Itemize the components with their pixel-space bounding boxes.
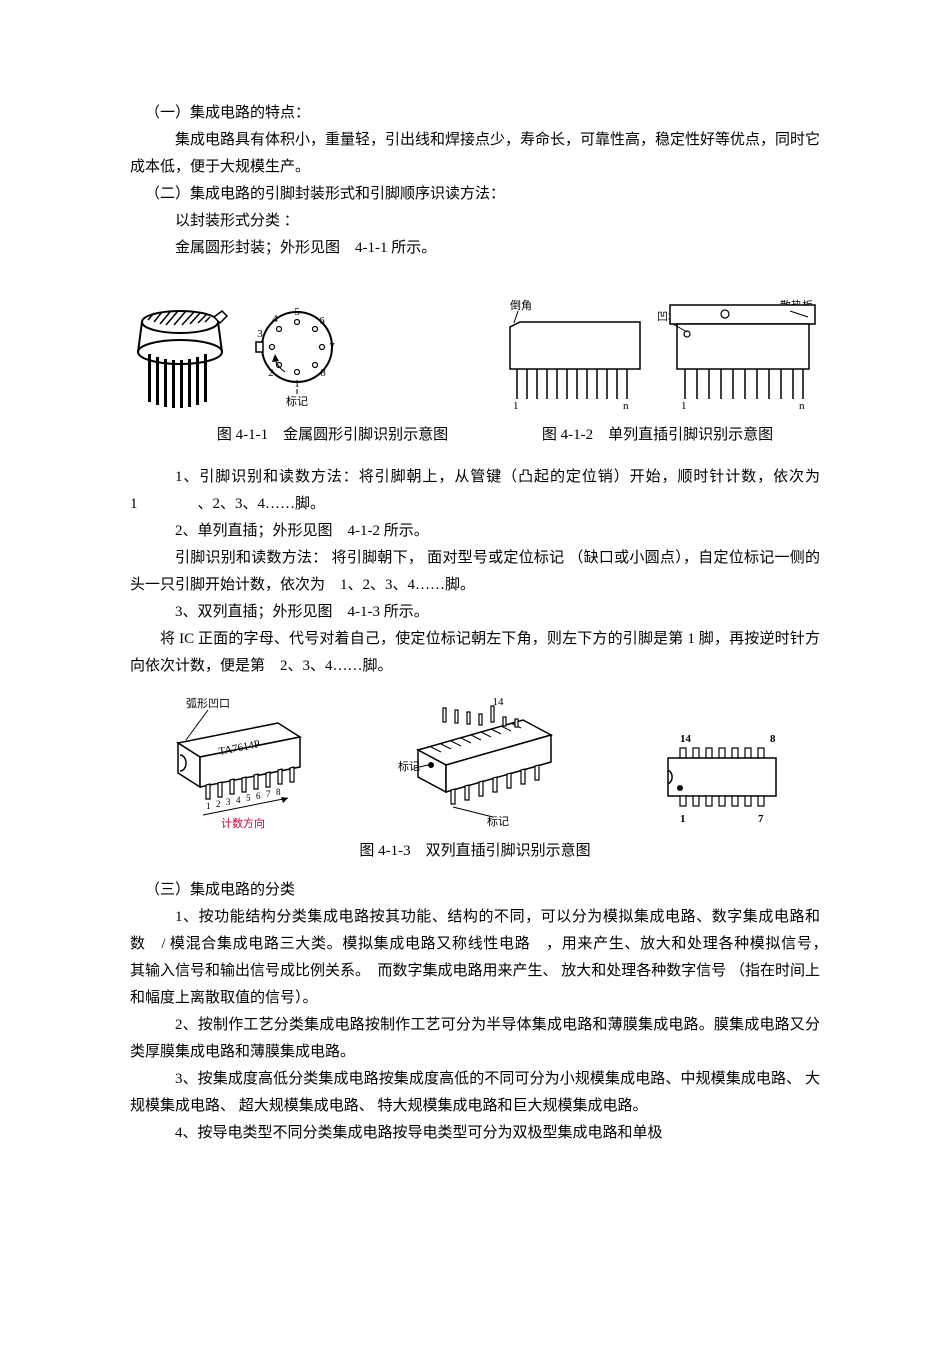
figure-caption: 图 4-1-1 金属圆形引脚识别示意图 [130,422,495,449]
paragraph: 1、按功能结构分类集成电路按其功能、结构的不同，可以分为模拟集成电路、数字集成电… [130,904,820,1012]
paragraph: 1、引脚识别和读数方法：将引脚朝上，从管键（凸起的定位销）开始，顺时针计数，依次… [130,464,820,518]
svg-text:2: 2 [268,367,274,379]
svg-text:8: 8 [770,733,776,745]
svg-text:n: n [623,400,629,412]
sip-package-icon: 倒角 凹坑 散热板 1 n 1 [490,297,820,412]
svg-text:计数方向: 计数方向 [221,816,265,830]
svg-text:标记: 标记 [398,759,420,773]
svg-text:1: 1 [513,400,519,412]
svg-text:3: 3 [257,328,263,340]
dip-top-view-icon: 14 8 1 7 [638,730,793,830]
svg-text:1: 1 [294,378,300,390]
paragraph: 以封装形式分类 ： [130,208,820,235]
svg-text:n: n [799,400,805,412]
svg-text:标记: 标记 [286,394,308,408]
svg-text:2: 2 [216,799,221,809]
svg-text:7: 7 [329,341,335,353]
heading-2: （二）集成电路的引脚封装形式和引脚顺序识读方法： [130,181,820,208]
figure-4-1-1-group: 5 6 7 8 1 2 3 4 标记 [130,292,350,412]
paragraph: 4、按导电类型不同分类集成电路按导电类型可分为双极型集成电路和单极 [130,1120,820,1147]
figure-caption: 图 4-1-2 单列直插引脚识别示意图 [495,422,820,449]
svg-text:5: 5 [294,306,300,318]
svg-text:1: 1 [680,813,686,825]
heading-3: （三）集成电路的分类 [130,877,820,904]
paragraph: 2、单列直插；外形见图 4-1-2 所示。 [130,518,820,545]
svg-text:7: 7 [266,789,271,799]
paragraph: 3、双列直插；外形见图 4-1-3 所示。 [130,599,820,626]
svg-text:1: 1 [681,400,687,412]
caption-row-1: 图 4-1-1 金属圆形引脚识别示意图 图 4-1-2 单列直插引脚识别示意图 [130,422,820,449]
paragraph: 引脚识别和读数方法： 将引脚朝下， 面对型号或定位标记 （缺口或小圆点），自定位… [130,545,820,599]
svg-text:8: 8 [276,787,281,797]
svg-text:弧形凹口: 弧形凹口 [186,696,230,710]
paragraph: 金属圆形封装；外形见图 4-1-1 所示。 [130,235,820,262]
svg-text:5: 5 [246,793,251,803]
svg-text:1: 1 [206,801,211,811]
dip-3d-mark-icon: 14 标记 标记 [383,695,563,830]
svg-text:8: 8 [320,367,326,379]
paragraph: 将 IC 正面的字母、代号对着自己，使定位标记朝左下角，则左下方的引脚是第 1 … [130,626,820,680]
figure-caption: 图 4-1-3 双列直插引脚识别示意图 [130,838,820,865]
heading-1: （一）集成电路的特点： [130,100,820,127]
dip-3d-notch-icon: 弧形凹口 TA7614P 1 2 3 4 5 6 7 8 计数方向 [158,695,308,830]
paragraph: 2、按制作工艺分类集成电路按制作工艺可分为半导体集成电路和薄膜集成电路。膜集成电… [130,1012,820,1066]
paragraph: 3、按集成度高低分类集成电路按集成度高低的不同可分为小规模集成电路、中规模集成电… [130,1066,820,1120]
metal-can-bottom-icon: 5 6 7 8 1 2 3 4 标记 [245,292,350,412]
svg-text:3: 3 [226,797,231,807]
svg-text:6: 6 [319,315,325,327]
figure-row-2: 弧形凹口 TA7614P 1 2 3 4 5 6 7 8 计数方向 14 [130,695,820,830]
metal-can-3d-icon [130,297,230,412]
figure-row-1: 5 6 7 8 1 2 3 4 标记 倒角 凹坑 散热板 [130,292,820,412]
paragraph: 集成电路具有体积小，重量轻，引出线和焊接点少，寿命长，可靠性高，稳定性好等优点，… [130,127,820,181]
svg-text:14: 14 [680,733,692,745]
svg-text:6: 6 [256,791,261,801]
svg-text:4: 4 [272,313,278,325]
svg-text:倒角: 倒角 [510,299,532,312]
svg-text:4: 4 [236,795,241,805]
svg-text:7: 7 [758,813,764,825]
